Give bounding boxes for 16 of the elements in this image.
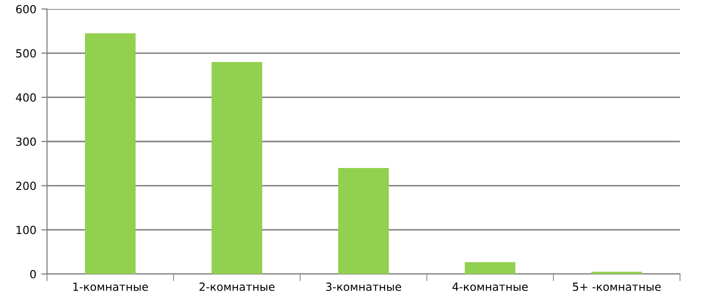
bar (212, 62, 262, 274)
x-tick-label: 2-комнатные (200, 282, 275, 291)
x-tick-label: 1-комнатные (73, 282, 148, 291)
bar (338, 168, 389, 274)
y-tick-label: 500 (16, 49, 36, 58)
y-tick-label: 400 (16, 93, 36, 102)
x-tick-label: 4-комнатные (452, 282, 528, 291)
y-tick-label: 300 (16, 137, 36, 146)
y-tick-label: 0 (30, 270, 36, 278)
y-tick-label: 200 (16, 182, 36, 190)
x-tick-label: 3-комнатные (326, 282, 402, 291)
bar (464, 262, 516, 274)
bar (84, 33, 136, 274)
y-tick-label: 600 (16, 4, 36, 14)
x-tick-label: 5+ -комнатные (572, 282, 661, 291)
y-tick-label: 100 (16, 226, 36, 234)
